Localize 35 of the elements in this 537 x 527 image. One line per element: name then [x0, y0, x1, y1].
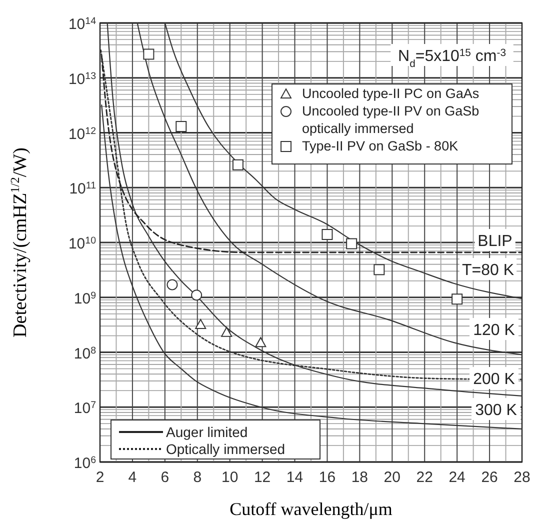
x-tick-label: 14 [286, 469, 304, 486]
y-tick-label: 10$^{10}$ [68, 235, 97, 252]
x-tick-label: 6 [160, 469, 170, 486]
annotation: N$_{d}$=5x10$^{15}$ cm$^{-3}$ [398, 48, 506, 70]
legend-label: Type-II PV on GaSb - 80K [302, 138, 458, 154]
annotation: Auger limited [166, 424, 248, 440]
x-tick-label: 2 [96, 469, 104, 486]
y-tick-label: 10$^{6}$ [74, 454, 96, 472]
x-tick-label: 4 [128, 469, 137, 486]
x-tick-label: 24 [448, 469, 466, 486]
x-tick-label: 26 [481, 469, 498, 486]
x-tick-label: 28 [514, 469, 530, 486]
x-tick-label: 20 [384, 469, 400, 486]
y-tick-label: 10$^{8}$ [74, 344, 96, 362]
legend-label: Uncooled type-II PC on GaAs [302, 86, 480, 101]
y-tick-label: 10$^{13}$ [68, 70, 96, 88]
annotation: BLIP [478, 233, 512, 250]
x-axis-title: Cutoff wavelength/μm [230, 499, 392, 519]
y-tick-label: 10$^{11}$ [69, 180, 96, 198]
x-tick-label: 8 [193, 469, 202, 486]
y-tick-label: 10$^{12}$ [68, 125, 96, 143]
x-tick-label: 10 [222, 469, 238, 486]
x-tick-label: 12 [254, 469, 271, 486]
x-tick-label: 16 [318, 469, 336, 486]
x-tick-label: 22 [416, 469, 433, 486]
annotation: 300 K [475, 402, 518, 419]
annotation: 120 K [473, 322, 516, 339]
x-tick-label: 18 [351, 469, 368, 486]
annotation: 200 K [473, 371, 516, 388]
y-tick-label: 10$^{14}$ [68, 16, 97, 33]
y-tick-label: 10$^{7}$ [74, 400, 96, 418]
annotation: Optically immersed [166, 441, 286, 457]
y-tick-label: 10$^{9}$ [74, 290, 96, 308]
legend-label: Uncooled type-II PV on GaSb optically immersed [302, 104, 480, 136]
annotation: T=80 K [462, 262, 514, 279]
